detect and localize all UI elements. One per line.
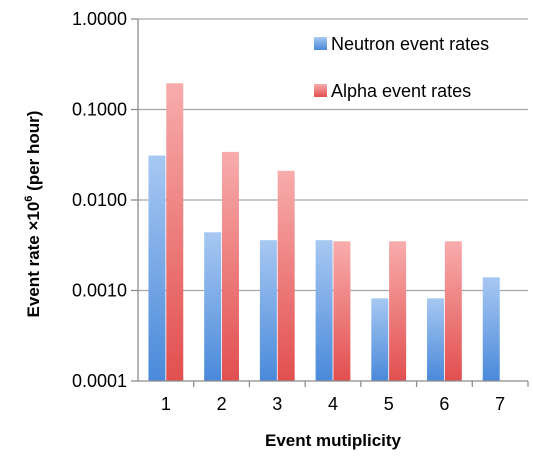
y-axis-title: Event rate ×106 (per hour)	[23, 111, 43, 318]
bar-alpha-5	[389, 241, 407, 381]
y-tick-label: 0.0001	[72, 371, 127, 391]
y-tick-label: 0.0010	[72, 281, 127, 301]
bars	[148, 83, 500, 382]
y-tick-label: 1.0000	[72, 9, 127, 29]
x-tick-label: 4	[328, 394, 338, 414]
bar-alpha-2	[221, 151, 239, 381]
x-tick-label: 5	[384, 394, 394, 414]
x-tick-label: 3	[272, 394, 282, 414]
x-axis-title: Event mutiplicity	[265, 431, 402, 450]
bar-neutron-1	[148, 155, 166, 381]
bar-neutron-7	[482, 277, 500, 381]
x-tick-label: 1	[161, 394, 171, 414]
bar-alpha-1	[166, 83, 184, 382]
x-tick-label: 6	[439, 394, 449, 414]
bar-neutron-3	[259, 240, 277, 381]
bar-neutron-6	[427, 298, 445, 381]
axes	[131, 18, 529, 387]
legend-swatch-alpha	[314, 84, 327, 97]
legend-label-neutron: Neutron event rates	[331, 34, 489, 54]
legend-swatch-neutron	[314, 37, 327, 50]
y-tick-label: 0.0100	[72, 190, 127, 210]
legend-label-alpha: Alpha event rates	[331, 81, 471, 101]
bar-neutron-5	[371, 298, 389, 381]
x-tick-label: 7	[495, 394, 505, 414]
y-tick-labels: 0.0001 0.0010 0.0100 0.1000 1.0000	[72, 9, 127, 391]
bar-alpha-4	[333, 241, 351, 381]
x-tick-label: 2	[217, 394, 227, 414]
legend: Neutron event rates Alpha event rates	[314, 34, 489, 101]
y-tick-label: 0.1000	[72, 100, 127, 120]
bar-neutron-4	[315, 240, 333, 381]
bar-alpha-3	[277, 170, 295, 381]
gridlines	[138, 18, 528, 292]
x-tick-labels: 1 2 3 4 5 6 7	[161, 394, 505, 414]
bar-neutron-2	[204, 232, 222, 381]
bar-alpha-6	[444, 241, 462, 381]
